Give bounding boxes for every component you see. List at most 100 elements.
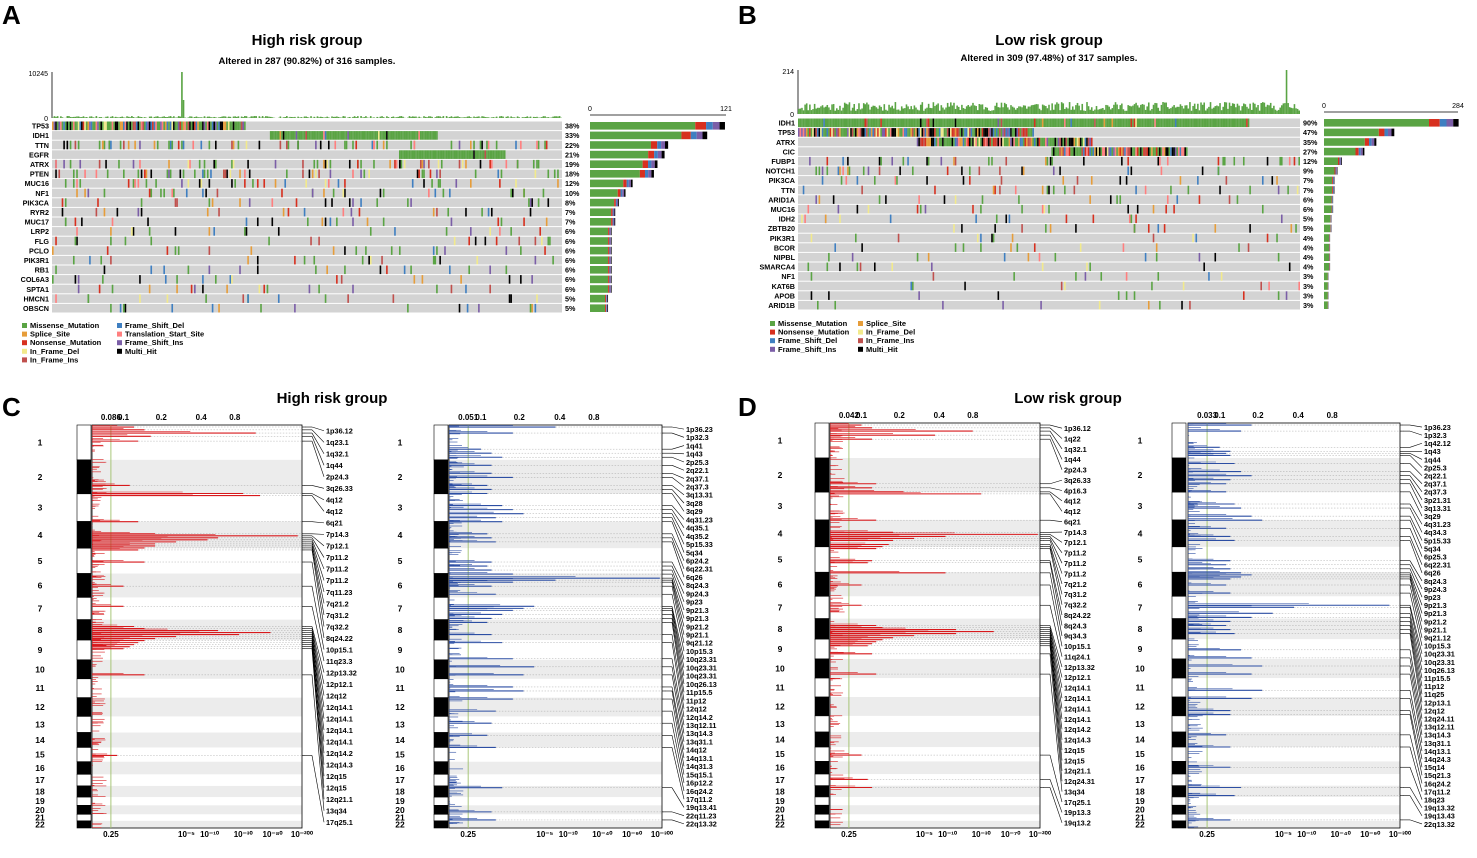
- mutation-cell: [918, 195, 920, 204]
- mutation-cell: [1054, 118, 1057, 128]
- ideogram-block: [76, 774, 92, 787]
- legend-label: Splice_Site: [30, 330, 70, 339]
- mutation-cell: [828, 118, 830, 128]
- mutation-cell: [1198, 252, 1201, 262]
- mutation-cell: [386, 265, 388, 275]
- mutation-cell: [896, 128, 898, 137]
- mutation-cell: [74, 236, 77, 246]
- tmb-bar: [1292, 108, 1294, 114]
- mutation-cell: [1003, 137, 1006, 147]
- mutation-cell: [123, 121, 125, 131]
- peak-label: 12q15: [326, 784, 347, 793]
- tmb-bar: [194, 116, 196, 118]
- peak-connector: [1409, 576, 1423, 622]
- mutation-cell: [484, 150, 487, 159]
- mutation-cell: [969, 166, 971, 176]
- ideogram-block: [814, 804, 830, 815]
- mutation-cell: [537, 140, 540, 150]
- mutation-cell: [398, 159, 401, 169]
- ideogram-block: [1171, 571, 1187, 597]
- mutation-cell: [405, 150, 408, 159]
- peak-connector: [311, 493, 325, 501]
- mutation-cell: [961, 166, 963, 176]
- mutation-cell: [995, 128, 998, 137]
- tmb-bar: [1222, 106, 1224, 114]
- gene-bar-segment: [1324, 138, 1365, 146]
- mutation-cell: [60, 121, 62, 131]
- tmb-bar: [208, 116, 211, 118]
- mutation-cell: [208, 121, 211, 131]
- mutation-cell: [1135, 214, 1137, 224]
- mutation-cell: [937, 137, 939, 147]
- peak-connector: [1049, 519, 1063, 522]
- mutation-cell: [169, 121, 172, 131]
- tmb-bar: [74, 116, 77, 118]
- peak-label: 10q23.31: [1424, 650, 1455, 659]
- tmb-bar: [386, 116, 388, 118]
- oncoplot-subtitle: Altered in 287 (90.82%) of 316 samples.: [219, 56, 396, 67]
- mutation-cell: [929, 137, 932, 147]
- chrom-label: 1: [38, 437, 43, 447]
- mutation-cell: [271, 198, 274, 207]
- ideogram-block: [433, 521, 449, 549]
- mutation-cell: [103, 188, 106, 198]
- peak-connector: [311, 636, 325, 731]
- chrom-label: 10: [395, 664, 405, 674]
- chrom-label: 14: [1135, 735, 1145, 745]
- mutation-cell: [286, 169, 288, 179]
- chrom-label: 14: [775, 735, 785, 745]
- peak-connector: [1049, 544, 1063, 585]
- mutation-cell: [539, 227, 542, 236]
- mutation-cell: [802, 128, 805, 137]
- mutation-cell: [1197, 118, 1199, 128]
- mutation-cell: [1266, 233, 1269, 243]
- tmb-bar: [1102, 108, 1104, 114]
- tmb-bar: [1108, 106, 1110, 114]
- mutation-cell: [1130, 147, 1133, 156]
- peak-connector: [311, 638, 325, 742]
- chrom-band: [1188, 820, 1400, 828]
- tmb-bar: [855, 110, 857, 114]
- mutation-cell: [839, 166, 841, 176]
- mutation-cell: [523, 217, 525, 227]
- mutation-cell: [421, 169, 424, 179]
- mutation-cell: [1076, 147, 1079, 156]
- peak-label: 7q11.23: [326, 588, 352, 597]
- tmb-bar: [500, 116, 503, 118]
- mutation-cell: [537, 198, 540, 207]
- mutation-cell: [954, 128, 957, 137]
- legend-label: Frame_Shift_Del: [778, 336, 837, 345]
- oncoplot-title: High risk group: [252, 32, 363, 49]
- mutation-cell: [1073, 147, 1076, 156]
- ideogram-block: [1171, 820, 1187, 829]
- mutation-cell: [394, 227, 396, 236]
- chrom-band: [830, 519, 1040, 547]
- mutation-cell: [1086, 118, 1088, 128]
- mutation-cell: [139, 121, 141, 131]
- peak-connector: [1409, 560, 1423, 582]
- tmb-bar: [379, 116, 382, 118]
- peak-connector: [671, 565, 685, 594]
- gene-bar-segment: [639, 170, 645, 178]
- mutation-cell: [1266, 156, 1269, 166]
- tmb-bar: [967, 105, 970, 114]
- tmb-bar: [817, 107, 819, 114]
- tmb-bar: [82, 116, 85, 118]
- mutation-cell: [64, 217, 67, 227]
- peak-label: 10p15.1: [326, 645, 353, 654]
- mutation-cell: [858, 128, 860, 137]
- mutation-cell: [352, 284, 354, 294]
- ideogram-block: [433, 813, 449, 822]
- mutation-cell: [168, 121, 170, 131]
- peak-connector: [671, 606, 685, 660]
- mutation-cell: [324, 131, 327, 140]
- bottom-axis-tick: 10⁻³⁰⁰: [1389, 830, 1412, 839]
- peak-label: 1p36.12: [326, 427, 353, 436]
- peak-label: 1p32.3: [686, 433, 709, 442]
- mutation-cell: [431, 179, 433, 188]
- top-axis-tick: 0.4: [554, 413, 566, 422]
- mutation-cell: [921, 128, 924, 137]
- percent-label: 5%: [1303, 224, 1314, 233]
- tmb-bar: [864, 104, 867, 114]
- mutation-cell: [1002, 128, 1004, 137]
